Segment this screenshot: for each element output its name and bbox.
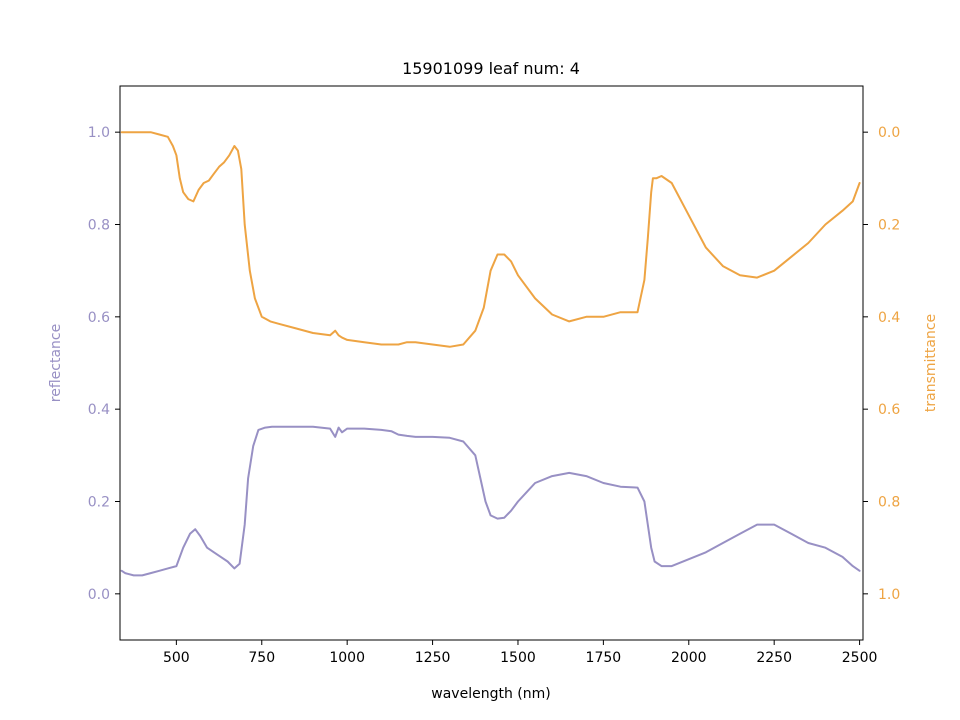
x-tick-label: 500 <box>163 650 190 666</box>
x-tick-label: 750 <box>248 650 275 666</box>
transmittance-line <box>120 131 861 348</box>
x-tick-label: 1000 <box>329 650 365 666</box>
left-y-axis: 0.0 0.2 0.4 0.6 0.8 1.0 <box>88 125 120 603</box>
left-y-tick-label: 0.8 <box>88 218 110 234</box>
left-y-tick-label: 0.4 <box>88 402 110 418</box>
x-tick-label: 2250 <box>756 650 792 666</box>
right-y-axis: 0.0 0.2 0.4 0.6 0.8 1.0 <box>863 125 900 603</box>
x-axis: 500 750 1000 1250 1500 1750 2000 2250 2500 <box>163 640 877 666</box>
left-y-tick-label: 0.0 <box>88 587 110 603</box>
x-tick-label: 1250 <box>415 650 451 666</box>
x-tick-label: 1750 <box>586 650 622 666</box>
right-y-tick-label: 1.0 <box>878 587 900 603</box>
plot-frame <box>119 85 864 641</box>
left-y-tick-label: 0.6 <box>88 310 110 326</box>
right-y-tick-label: 0.6 <box>878 402 900 418</box>
right-y-tick-label: 0.8 <box>878 495 900 511</box>
right-y-tick-label: 0.0 <box>878 125 900 141</box>
x-tick-label: 1500 <box>500 650 536 666</box>
x-tick-label: 2500 <box>842 650 878 666</box>
right-y-axis-label: transmittance <box>923 314 939 412</box>
left-y-tick-label: 0.2 <box>88 495 110 511</box>
right-y-tick-label: 0.4 <box>878 310 900 326</box>
x-axis-label: wavelength (nm) <box>431 686 550 702</box>
reflectance-line <box>120 425 861 577</box>
chart-title: 15901099 leaf num: 4 <box>402 59 580 78</box>
x-tick-label: 2000 <box>671 650 707 666</box>
left-y-axis-label: reflectance <box>48 324 64 402</box>
right-y-tick-label: 0.2 <box>878 218 900 234</box>
series-layer <box>120 131 861 577</box>
left-y-tick-label: 1.0 <box>88 125 110 141</box>
